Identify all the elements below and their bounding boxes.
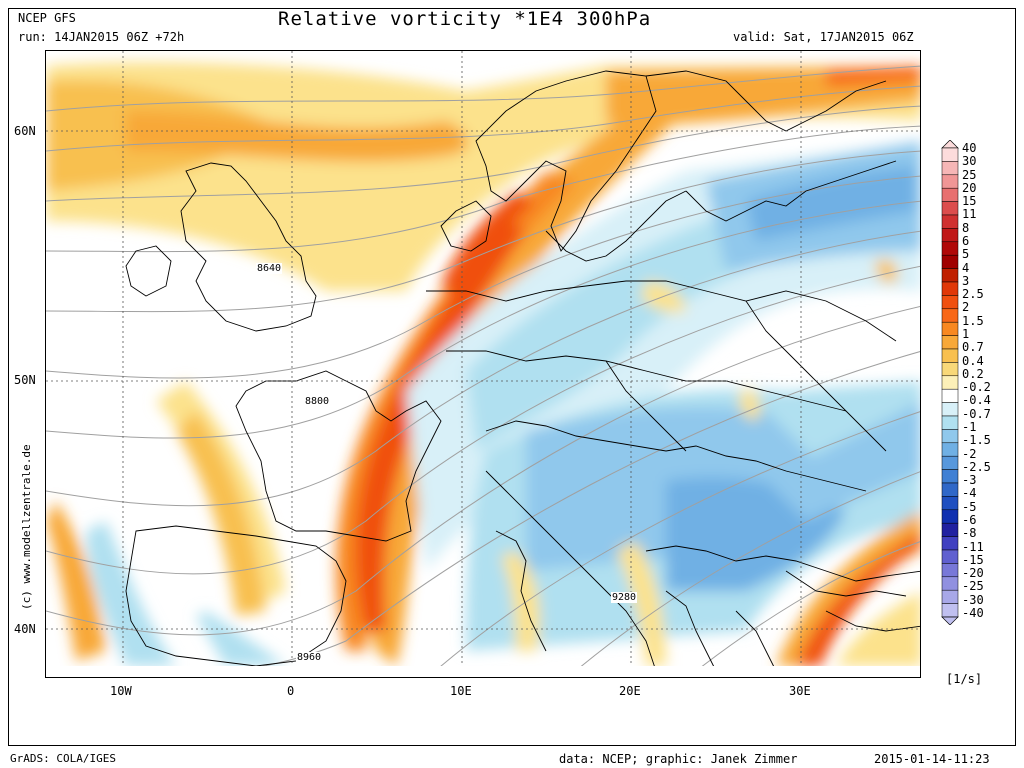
colorbar-swatch: [941, 187, 959, 202]
colorbar-label: -15: [962, 552, 984, 567]
lon-label-20e: 20E: [619, 684, 641, 698]
colorbar-top-arrow: [941, 140, 959, 149]
colorbar-swatch: [941, 496, 959, 511]
colorbar-label: -3: [962, 473, 977, 488]
colorbar-swatch: [941, 482, 959, 497]
lat-label-40n: 40N: [14, 622, 36, 636]
lat-label-50n: 50N: [14, 373, 36, 387]
colorbar-swatch: [941, 536, 959, 551]
colorbar-swatch: [941, 549, 959, 564]
vorticity-map: 8640 8800 9280 8960: [45, 50, 921, 678]
isohypse-label-9280: 9280: [611, 592, 638, 603]
colorbar-label: -5: [962, 499, 977, 514]
colorbar-label: -40: [962, 606, 984, 620]
colorbar: [941, 140, 959, 625]
model-name: NCEP GFS: [18, 11, 76, 25]
colorbar-swatch: [941, 348, 959, 363]
watermark: (c) www.modellzentrale.de: [20, 444, 33, 610]
colorbar-label: 11: [962, 207, 977, 222]
colorbar-label: 40: [962, 141, 977, 155]
colorbar-swatch: [941, 469, 959, 484]
colorbar-label: -0.2: [962, 380, 991, 395]
colorbar-label: 15: [962, 194, 977, 209]
colorbar-unit: [1/s]: [946, 672, 983, 686]
colorbar-swatch: [941, 563, 959, 578]
colorbar-swatch: [941, 228, 959, 243]
footer-grads: GrADS: COLA/IGES: [10, 752, 116, 765]
colorbar-swatch: [941, 415, 959, 430]
lon-label-10w: 10W: [110, 684, 132, 698]
lon-label-30e: 30E: [789, 684, 811, 698]
lon-label-0: 0: [287, 684, 295, 698]
colorbar-label: 4: [962, 260, 970, 275]
colorbar-swatch: [941, 214, 959, 229]
valid-time: valid: Sat, 17JAN2015 06Z: [733, 30, 914, 44]
colorbar-label: 0.4: [962, 353, 984, 368]
colorbar-label: -1: [962, 420, 977, 434]
colorbar-swatch: [941, 161, 959, 176]
colorbar-swatch: [941, 201, 959, 216]
colorbar-label: -2.5: [962, 459, 991, 474]
colorbar-swatch: [941, 402, 959, 417]
colorbar-swatch: [941, 442, 959, 457]
footer-credit: data: NCEP; graphic: Janek Zimmer: [559, 752, 798, 766]
colorbar-swatch: [941, 589, 959, 604]
colorbar-label: 3: [962, 273, 970, 288]
isohypse-label-8960: 8960: [296, 652, 323, 663]
footer-timestamp: 2015-01-14-11:23: [874, 752, 990, 766]
colorbar-swatch: [941, 335, 959, 350]
colorbar-label: 8: [962, 220, 970, 235]
colorbar-label: -20: [962, 566, 984, 581]
colorbar-swatch: [941, 603, 959, 618]
colorbar-label: -25: [962, 579, 984, 594]
colorbar-label: -0.4: [962, 393, 991, 408]
figure-frame: [8, 8, 1016, 746]
colorbar-label: 2: [962, 300, 970, 315]
colorbar-label: 0.7: [962, 340, 984, 355]
isohypse-label-8640: 8640: [256, 263, 283, 274]
lon-label-10e: 10E: [450, 684, 472, 698]
lat-label-60n: 60N: [14, 124, 36, 138]
colorbar-label: -11: [962, 539, 984, 554]
run-info: run: 14JAN2015 06Z +72h: [18, 30, 185, 44]
colorbar-swatch: [941, 268, 959, 283]
colorbar-label: -0.7: [962, 406, 991, 421]
colorbar-swatch: [941, 254, 959, 269]
colorbar-swatch: [941, 576, 959, 591]
colorbar-label: 1: [962, 327, 970, 341]
colorbar-label: 2.5: [962, 287, 984, 302]
colorbar-swatch: [941, 321, 959, 336]
colorbar-label: 0.2: [962, 366, 984, 381]
colorbar-swatch: [941, 308, 959, 323]
colorbar-label: -1.5: [962, 433, 991, 448]
colorbar-label: -30: [962, 592, 984, 607]
colorbar-swatch: [941, 281, 959, 296]
colorbar-label: 1.5: [962, 313, 984, 328]
colorbar-label: 20: [962, 180, 977, 195]
colorbar-swatch: [941, 147, 959, 162]
colorbar-swatch: [941, 174, 959, 189]
colorbar-swatch: [941, 388, 959, 403]
colorbar-swatch: [941, 375, 959, 390]
colorbar-label: -8: [962, 526, 977, 541]
colorbar-bottom-arrow: [941, 616, 959, 625]
colorbar-label: 25: [962, 167, 977, 182]
colorbar-swatch: [941, 241, 959, 256]
colorbar-swatch: [941, 295, 959, 310]
isohypse-label-8800: 8800: [304, 396, 331, 407]
colorbar-swatch: [941, 429, 959, 444]
chart-title: Relative vorticity *1E4 300hPa: [278, 8, 652, 30]
colorbar-swatch: [941, 522, 959, 537]
map-field: [46, 51, 920, 677]
colorbar-label: -6: [962, 513, 977, 527]
colorbar-label: -4: [962, 486, 977, 501]
colorbar-label: -2: [962, 446, 977, 461]
colorbar-label: 6: [962, 234, 970, 248]
colorbar-label: 5: [962, 247, 970, 262]
colorbar-swatch: [941, 509, 959, 524]
colorbar-label: 30: [962, 154, 977, 169]
colorbar-swatch: [941, 362, 959, 377]
colorbar-swatch: [941, 455, 959, 470]
